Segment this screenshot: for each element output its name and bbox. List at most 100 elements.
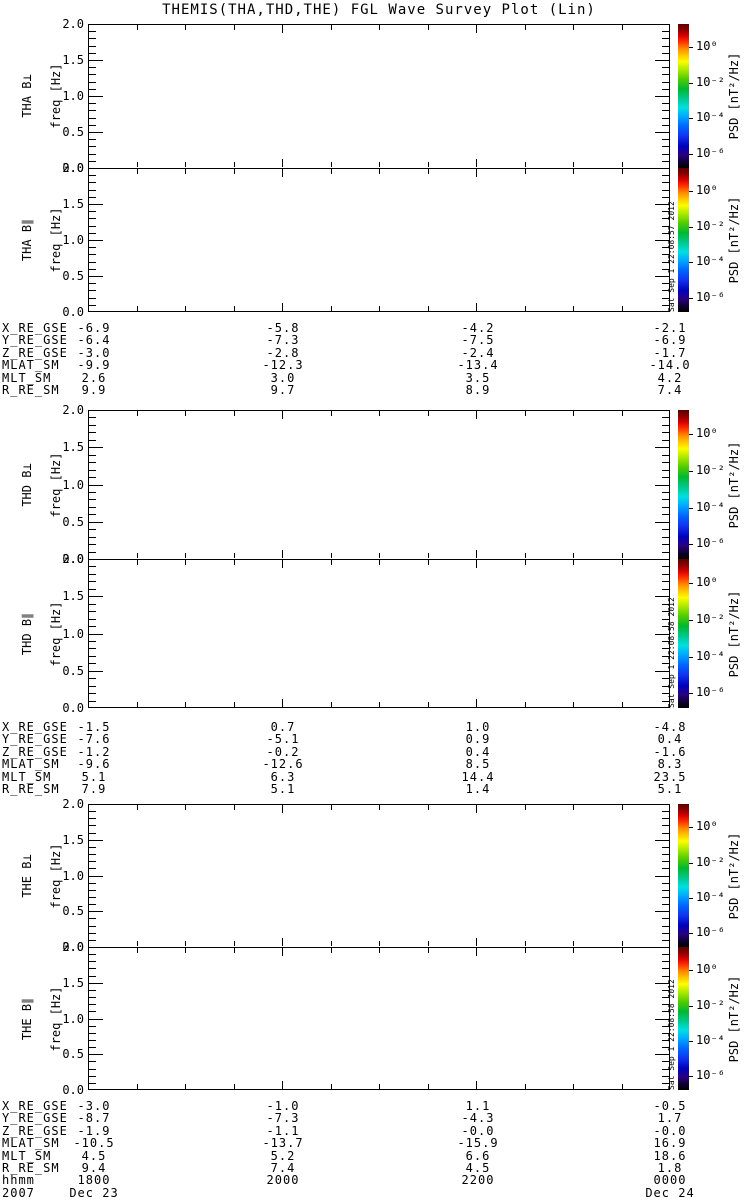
y-tick: [89, 1011, 96, 1013]
eph-value: -4.2: [461, 321, 495, 335]
date-label: Dec 23: [69, 1185, 119, 1200]
x-tick: [621, 162, 623, 167]
y-tick: [662, 918, 669, 920]
x-tick: [379, 1084, 380, 1089]
eph-value: -0.5: [653, 1099, 687, 1113]
y-tick: [89, 110, 96, 112]
freq-tick-label: 0.5: [62, 904, 84, 919]
date-label: Dec 24: [645, 1185, 695, 1200]
y-tick: [662, 626, 669, 628]
y-tick: [662, 232, 669, 234]
x-tick: [476, 699, 477, 707]
x-tick: [524, 169, 526, 174]
eph-value: -6.9: [653, 333, 687, 348]
x-tick: [233, 805, 235, 810]
x-tick: [185, 411, 186, 416]
y-tick: [89, 132, 103, 133]
colorbar-tick: [689, 1075, 693, 1077]
y-tick: [662, 1011, 669, 1013]
x-tick: [282, 169, 283, 177]
panel-divider: [88, 559, 670, 560]
colorbar-tick-label: 10⁻⁶: [696, 924, 725, 939]
freq-tick-label: 1.0: [62, 626, 84, 641]
colorbar-tick: [689, 83, 693, 85]
eph-value: -0.0: [653, 1123, 687, 1138]
y-tick: [89, 469, 96, 471]
freq-tick-label: 0.0: [62, 1083, 84, 1097]
y-tick: [89, 832, 96, 834]
colorbar-tick: [689, 544, 693, 546]
y-tick: [662, 247, 669, 249]
x-tick: [330, 1084, 332, 1089]
y-tick: [655, 633, 669, 635]
x-tick: [233, 25, 235, 30]
freq-tick-label: 0.0: [62, 701, 84, 715]
x-tick: [233, 411, 235, 416]
freq-tick-label: 1.0: [62, 477, 84, 492]
time-tick-label: 2000: [266, 1173, 300, 1188]
x-tick: [524, 702, 526, 707]
eph-row-label: X_RE_GSE: [2, 1099, 68, 1113]
eph-value: 14.4: [461, 769, 495, 784]
y-tick: [89, 1061, 96, 1063]
x-tick: [330, 169, 332, 174]
colorbar: [678, 804, 689, 947]
eph-row-label: MLT_SM: [2, 370, 52, 385]
y-tick: [89, 700, 96, 702]
freq-tick-label: 1.5: [62, 589, 84, 604]
y-tick: [89, 875, 103, 877]
y-tick: [662, 1025, 669, 1027]
y-tick: [662, 529, 669, 531]
x-tick: [136, 553, 138, 558]
x-tick: [282, 411, 283, 419]
time-axis-format-label: hhmm: [2, 1173, 35, 1188]
x-tick: [330, 162, 332, 167]
x-tick: [524, 805, 526, 810]
eph-value: -5.1: [266, 732, 300, 747]
y-tick: [89, 685, 96, 687]
x-tick: [379, 169, 380, 174]
y-tick: [662, 81, 669, 83]
y-tick: [89, 491, 96, 493]
colorbar-tick-label: 10⁻²: [696, 75, 725, 90]
x-tick: [621, 948, 623, 953]
colorbar-tick: [689, 932, 693, 934]
y-tick: [662, 1004, 669, 1006]
eph-value: -13.4: [457, 358, 499, 373]
eph-value: -1.5: [77, 720, 111, 734]
x-tick: [524, 25, 526, 30]
y-tick: [655, 521, 669, 523]
freq-tick-label: 1.0: [62, 233, 84, 247]
x-tick: [282, 550, 283, 558]
eph-value: -12.3: [262, 358, 304, 373]
y-tick: [89, 588, 96, 590]
eph-value: -0.2: [266, 744, 300, 759]
y-tick: [89, 818, 96, 820]
y-tick: [662, 110, 669, 112]
y-tick: [662, 462, 669, 464]
y-tick: [89, 261, 96, 263]
timestamp: Sat Sep 1 22:08:57 2012: [667, 201, 676, 312]
y-tick: [89, 304, 96, 306]
freq-axis-label: freq [Hz]: [49, 63, 63, 129]
y-tick: [89, 60, 103, 61]
y-tick: [662, 124, 669, 126]
x-tick: [330, 411, 332, 416]
y-tick: [662, 868, 669, 870]
y-tick: [662, 882, 669, 884]
y-tick: [662, 811, 669, 813]
colorbar-tick-label: 10⁻⁴: [696, 110, 725, 125]
colorbar-tick-label: 10⁻²: [696, 219, 725, 234]
y-tick: [662, 139, 669, 141]
eph-value: -5.8: [266, 321, 300, 335]
x-tick: [233, 553, 235, 558]
freq-tick-label: 0.0: [62, 552, 84, 566]
y-tick: [662, 38, 669, 40]
y-tick: [662, 544, 669, 546]
x-tick: [379, 560, 380, 565]
colorbar-tick: [689, 191, 693, 193]
eph-value: -14.0: [649, 358, 691, 373]
y-tick: [89, 896, 96, 898]
y-tick: [662, 968, 669, 970]
y-tick: [89, 1068, 96, 1070]
